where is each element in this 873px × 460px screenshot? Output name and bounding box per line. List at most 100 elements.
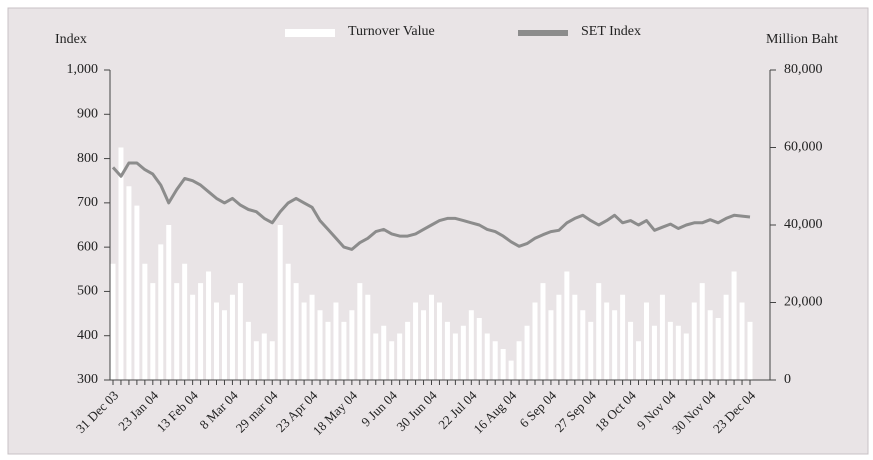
bar <box>206 271 212 380</box>
bar <box>126 186 132 380</box>
y2-tick-label: 20,000 <box>784 295 823 310</box>
bar <box>596 283 602 380</box>
legend-label: SET Index <box>581 24 641 39</box>
bar <box>309 294 315 380</box>
bar <box>237 283 243 380</box>
bar <box>747 321 753 380</box>
bar <box>516 341 522 380</box>
bar <box>182 263 188 380</box>
y2-tick-label: 60,000 <box>784 140 823 155</box>
bar <box>691 302 697 380</box>
y2-axis-label: Million Baht <box>766 32 838 47</box>
y-tick-label: 300 <box>77 372 98 387</box>
y-tick-label: 1,000 <box>67 62 99 77</box>
bar <box>293 283 299 380</box>
y-tick-label: 700 <box>77 195 98 210</box>
bar <box>405 321 411 380</box>
bar <box>341 321 347 380</box>
bar <box>699 283 705 380</box>
line <box>111 161 751 251</box>
bar <box>636 341 642 380</box>
y-tick-label: 900 <box>77 107 98 122</box>
bar <box>532 302 538 380</box>
bar <box>604 302 610 380</box>
bar <box>365 294 371 380</box>
y2-tick-label: 40,000 <box>784 217 823 232</box>
bar <box>158 244 164 380</box>
bar <box>110 263 116 380</box>
bar <box>261 333 267 380</box>
bar <box>389 341 395 380</box>
bar <box>675 325 681 380</box>
bar <box>723 294 729 380</box>
bar <box>500 349 506 380</box>
bar <box>277 225 283 380</box>
bar <box>524 325 530 380</box>
bar <box>492 341 498 380</box>
bar <box>715 318 721 380</box>
bar <box>484 333 490 380</box>
bar <box>731 271 737 380</box>
bar <box>628 321 634 380</box>
bar <box>317 310 323 380</box>
y2-tick-label: 0 <box>784 372 791 387</box>
y-tick-label: 600 <box>77 239 98 254</box>
bar <box>413 302 419 380</box>
bar <box>572 294 578 380</box>
bar <box>429 294 434 380</box>
bar <box>468 310 474 380</box>
bar <box>651 325 657 380</box>
bar <box>667 321 673 380</box>
bar <box>620 294 626 380</box>
bar <box>357 283 363 380</box>
bar <box>612 310 618 380</box>
bar <box>643 302 649 380</box>
bar <box>214 302 220 380</box>
bar <box>333 302 339 380</box>
bar <box>556 294 562 380</box>
bar <box>548 310 554 380</box>
bar <box>476 318 482 380</box>
bar <box>174 283 180 380</box>
bar <box>452 333 458 380</box>
bar <box>373 333 379 380</box>
bar <box>421 310 427 380</box>
bar <box>436 302 442 380</box>
bar <box>588 321 594 380</box>
bar <box>221 310 227 380</box>
legend-label: Turnover Value <box>348 24 435 39</box>
bar <box>253 341 259 380</box>
bar <box>444 321 450 380</box>
bar <box>229 294 235 380</box>
legend-swatch <box>285 29 335 37</box>
bar <box>118 147 124 380</box>
bar <box>707 310 713 380</box>
bar <box>301 302 307 380</box>
y-axis-label: Index <box>55 32 87 47</box>
bar <box>142 263 148 380</box>
bar <box>460 325 466 380</box>
bar <box>285 263 291 380</box>
y2-tick-label: 80,000 <box>784 62 823 77</box>
bar <box>397 333 403 380</box>
bar <box>508 360 514 380</box>
bar <box>198 283 204 380</box>
bar <box>580 310 586 380</box>
y-tick-label: 400 <box>77 328 98 343</box>
bar <box>166 225 172 380</box>
bar <box>325 321 331 380</box>
bar <box>540 283 546 380</box>
y-tick-label: 800 <box>77 151 98 166</box>
bar <box>269 341 275 380</box>
bar <box>190 294 196 380</box>
bar <box>683 333 689 380</box>
bar <box>245 321 251 380</box>
bar <box>134 205 140 380</box>
bar <box>381 325 387 380</box>
y-tick-label: 500 <box>77 284 98 299</box>
bar <box>150 283 156 380</box>
bar <box>564 271 570 380</box>
bar <box>739 302 745 380</box>
